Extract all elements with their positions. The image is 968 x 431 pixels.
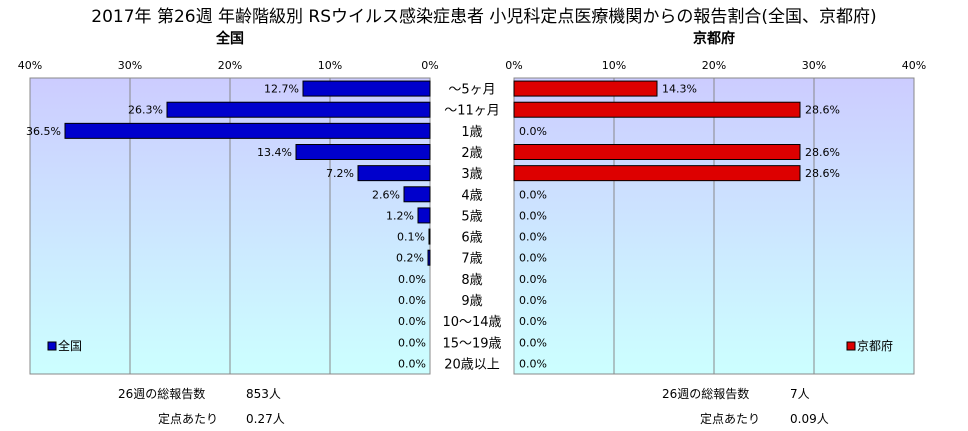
national-bar [166,101,431,118]
national-tick-label: 40% [18,59,42,72]
category-label: 1歳 [461,125,482,140]
kyoto-data-label: 0.0% [519,315,547,328]
national-data-label: 0.0% [398,357,426,370]
national-data-label: 0.0% [398,315,426,328]
national-data-label: 0.0% [398,273,426,286]
category-label: 20歳以上 [444,357,500,372]
national-legend-label: 全国 [58,338,82,353]
chart-title: 2017年 第26週 年齢階級別 RSウイルス感染症患者 小児科定点医療機関から… [91,7,877,27]
category-label: 6歳 [461,231,482,246]
kyoto-per-site-value: 0.09人 [790,412,829,426]
category-label: 5歳 [461,209,482,224]
national-tick-label: 30% [118,59,142,72]
national-tick-label: 0% [421,59,438,72]
kyoto-legend-label: 京都府 [857,338,893,353]
category-label: 3歳 [461,167,482,182]
kyoto-data-label: 0.0% [519,209,547,222]
national-bar [427,249,431,266]
national-bar [64,122,431,139]
kyoto-panel-title: 京都府 [693,30,735,47]
kyoto-tick-label: 10% [602,59,626,72]
national-per-site-label: 定点あたり [158,412,219,426]
kyoto-per-site-label: 定点あたり [700,412,761,426]
kyoto-legend-swatch [846,341,856,351]
kyoto-data-label: 0.0% [519,252,547,265]
national-bar [357,165,431,182]
kyoto-tick-label: 30% [802,59,826,72]
national-data-label: 7.2% [326,167,354,180]
national-total-reports-label: 26週の総報告数 [118,387,206,401]
kyoto-tick-label: 20% [702,59,726,72]
category-label: 7歳 [461,252,482,267]
national-total-reports-value: 853人 [246,387,281,401]
kyoto-data-label: 0.0% [519,125,547,138]
national-data-label: 2.6% [372,188,400,201]
national-tick-label: 20% [218,59,242,72]
national-data-label: 0.1% [397,231,425,244]
national-data-label: 12.7% [264,83,299,96]
national-panel: 0% 10% 20% 30% 40% 全国 12.7% 26.3% 36.5% 13.4% 7.2%… [18,30,439,375]
national-bar [295,144,431,160]
kyoto-data-label: 28.6% [805,167,840,180]
national-data-label: 1.2% [386,209,414,222]
category-label: 2歳 [461,146,482,161]
kyoto-data-label: 0.0% [519,294,547,307]
category-label: 10～14歳 [442,315,501,330]
kyoto-data-label: 14.3% [662,83,697,96]
kyoto-total-reports-value: 7人 [790,387,810,401]
kyoto-panel: 0% 10% 20% 30% 40% 京都府 14.3% 28.6% 0.0% 28.6% 28.6… [505,30,926,375]
national-data-label: 13.4% [257,146,292,159]
kyoto-tick-label: 0% [505,59,522,72]
national-per-site-value: 0.27人 [246,412,285,426]
age-category-labels: ～5ヶ月 ～11ヶ月 1歳 2歳 3歳 4歳 5歳 6歳 7歳 8歳 9歳 10～14歳 15～19歳 2… [442,83,501,373]
category-label: 8歳 [461,273,482,288]
category-label: 15～19歳 [442,336,501,351]
national-data-label: 0.2% [396,252,424,265]
national-panel-title: 全国 [215,30,244,47]
kyoto-bar [513,80,658,97]
category-label: 9歳 [461,294,482,309]
category-label: 4歳 [461,188,482,203]
kyoto-data-label: 0.0% [519,273,547,286]
kyoto-tick-label: 40% [902,59,926,72]
national-tick-label: 10% [318,59,342,72]
national-bar [302,80,431,97]
national-bar [417,207,431,224]
national-data-label: 0.0% [398,294,426,307]
kyoto-total-reports-label: 26週の総報告数 [662,387,750,401]
kyoto-data-label: 28.6% [805,146,840,159]
national-data-label: 26.3% [128,104,163,117]
national-bar [403,186,431,203]
kyoto-data-label: 28.6% [805,104,840,117]
category-label: ～5ヶ月 [448,83,495,98]
kyoto-bar [513,165,801,182]
kyoto-data-label: 0.0% [519,231,547,244]
kyoto-data-label: 0.0% [519,357,547,370]
category-label: ～11ヶ月 [444,104,500,119]
kyoto-data-label: 0.0% [519,336,547,349]
kyoto-data-label: 0.0% [519,188,547,201]
national-data-label: 36.5% [26,125,61,138]
kyoto-bar [513,144,801,160]
national-bar [428,228,431,245]
national-data-label: 0.0% [398,336,426,349]
kyoto-bar [513,101,801,118]
national-legend-swatch [47,341,57,351]
